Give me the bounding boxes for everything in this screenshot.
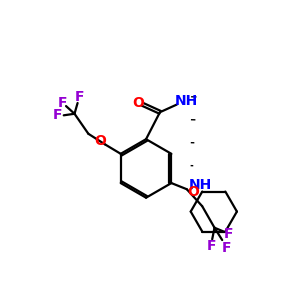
- Text: O: O: [132, 96, 144, 110]
- Text: NH: NH: [175, 94, 199, 108]
- Text: F: F: [53, 108, 62, 122]
- Text: F: F: [224, 227, 233, 241]
- Text: O: O: [94, 134, 106, 148]
- Text: F: F: [207, 239, 216, 253]
- Text: F: F: [222, 241, 232, 255]
- Text: F: F: [57, 96, 67, 110]
- Text: NH: NH: [189, 178, 212, 192]
- Text: O: O: [187, 184, 199, 199]
- Text: F: F: [74, 90, 84, 104]
